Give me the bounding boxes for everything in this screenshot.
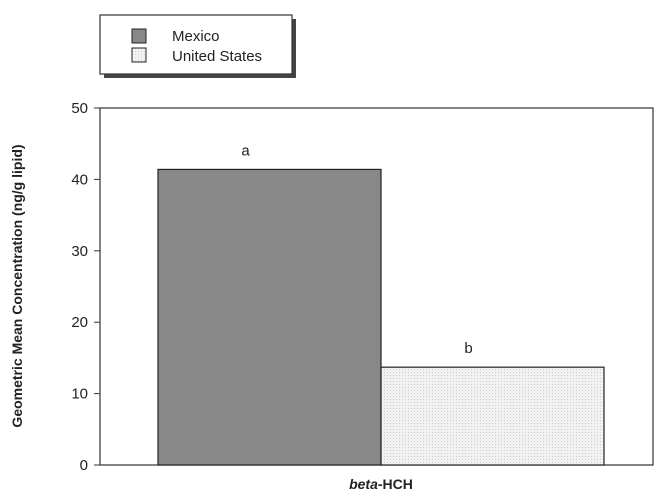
- bar-significance-label: a: [241, 142, 250, 159]
- y-axis-ticks: 0 10 20 30 40 50: [71, 100, 100, 474]
- bar-mexico: [157, 168, 382, 466]
- x-label-rest-part: -HCH: [378, 476, 413, 492]
- legend-label-mexico: Mexico: [172, 28, 220, 45]
- legend-box: [99, 14, 293, 75]
- y-tick-label: 0: [80, 457, 88, 474]
- legend-swatch-mexico: [131, 28, 147, 44]
- legend-swatch-united-states: [131, 47, 147, 63]
- y-tick-label: 50: [71, 100, 88, 117]
- bar-significance-label: b: [464, 340, 472, 357]
- legend-label-united-states: United States: [172, 48, 262, 65]
- y-axis-title: Geometric Mean Concentration (ng/g lipid…: [9, 144, 25, 427]
- y-tick-label: 20: [71, 314, 88, 331]
- bar-united-states: [380, 366, 605, 466]
- y-tick-label: 30: [71, 243, 88, 260]
- y-tick-label: 10: [71, 386, 88, 403]
- x-axis-category-label: beta-HCH: [349, 476, 413, 492]
- legend: Mexico United States: [99, 14, 296, 78]
- y-tick-label: 40: [71, 171, 88, 188]
- x-label-italic-part: beta: [349, 476, 378, 492]
- bars: ab: [157, 142, 605, 466]
